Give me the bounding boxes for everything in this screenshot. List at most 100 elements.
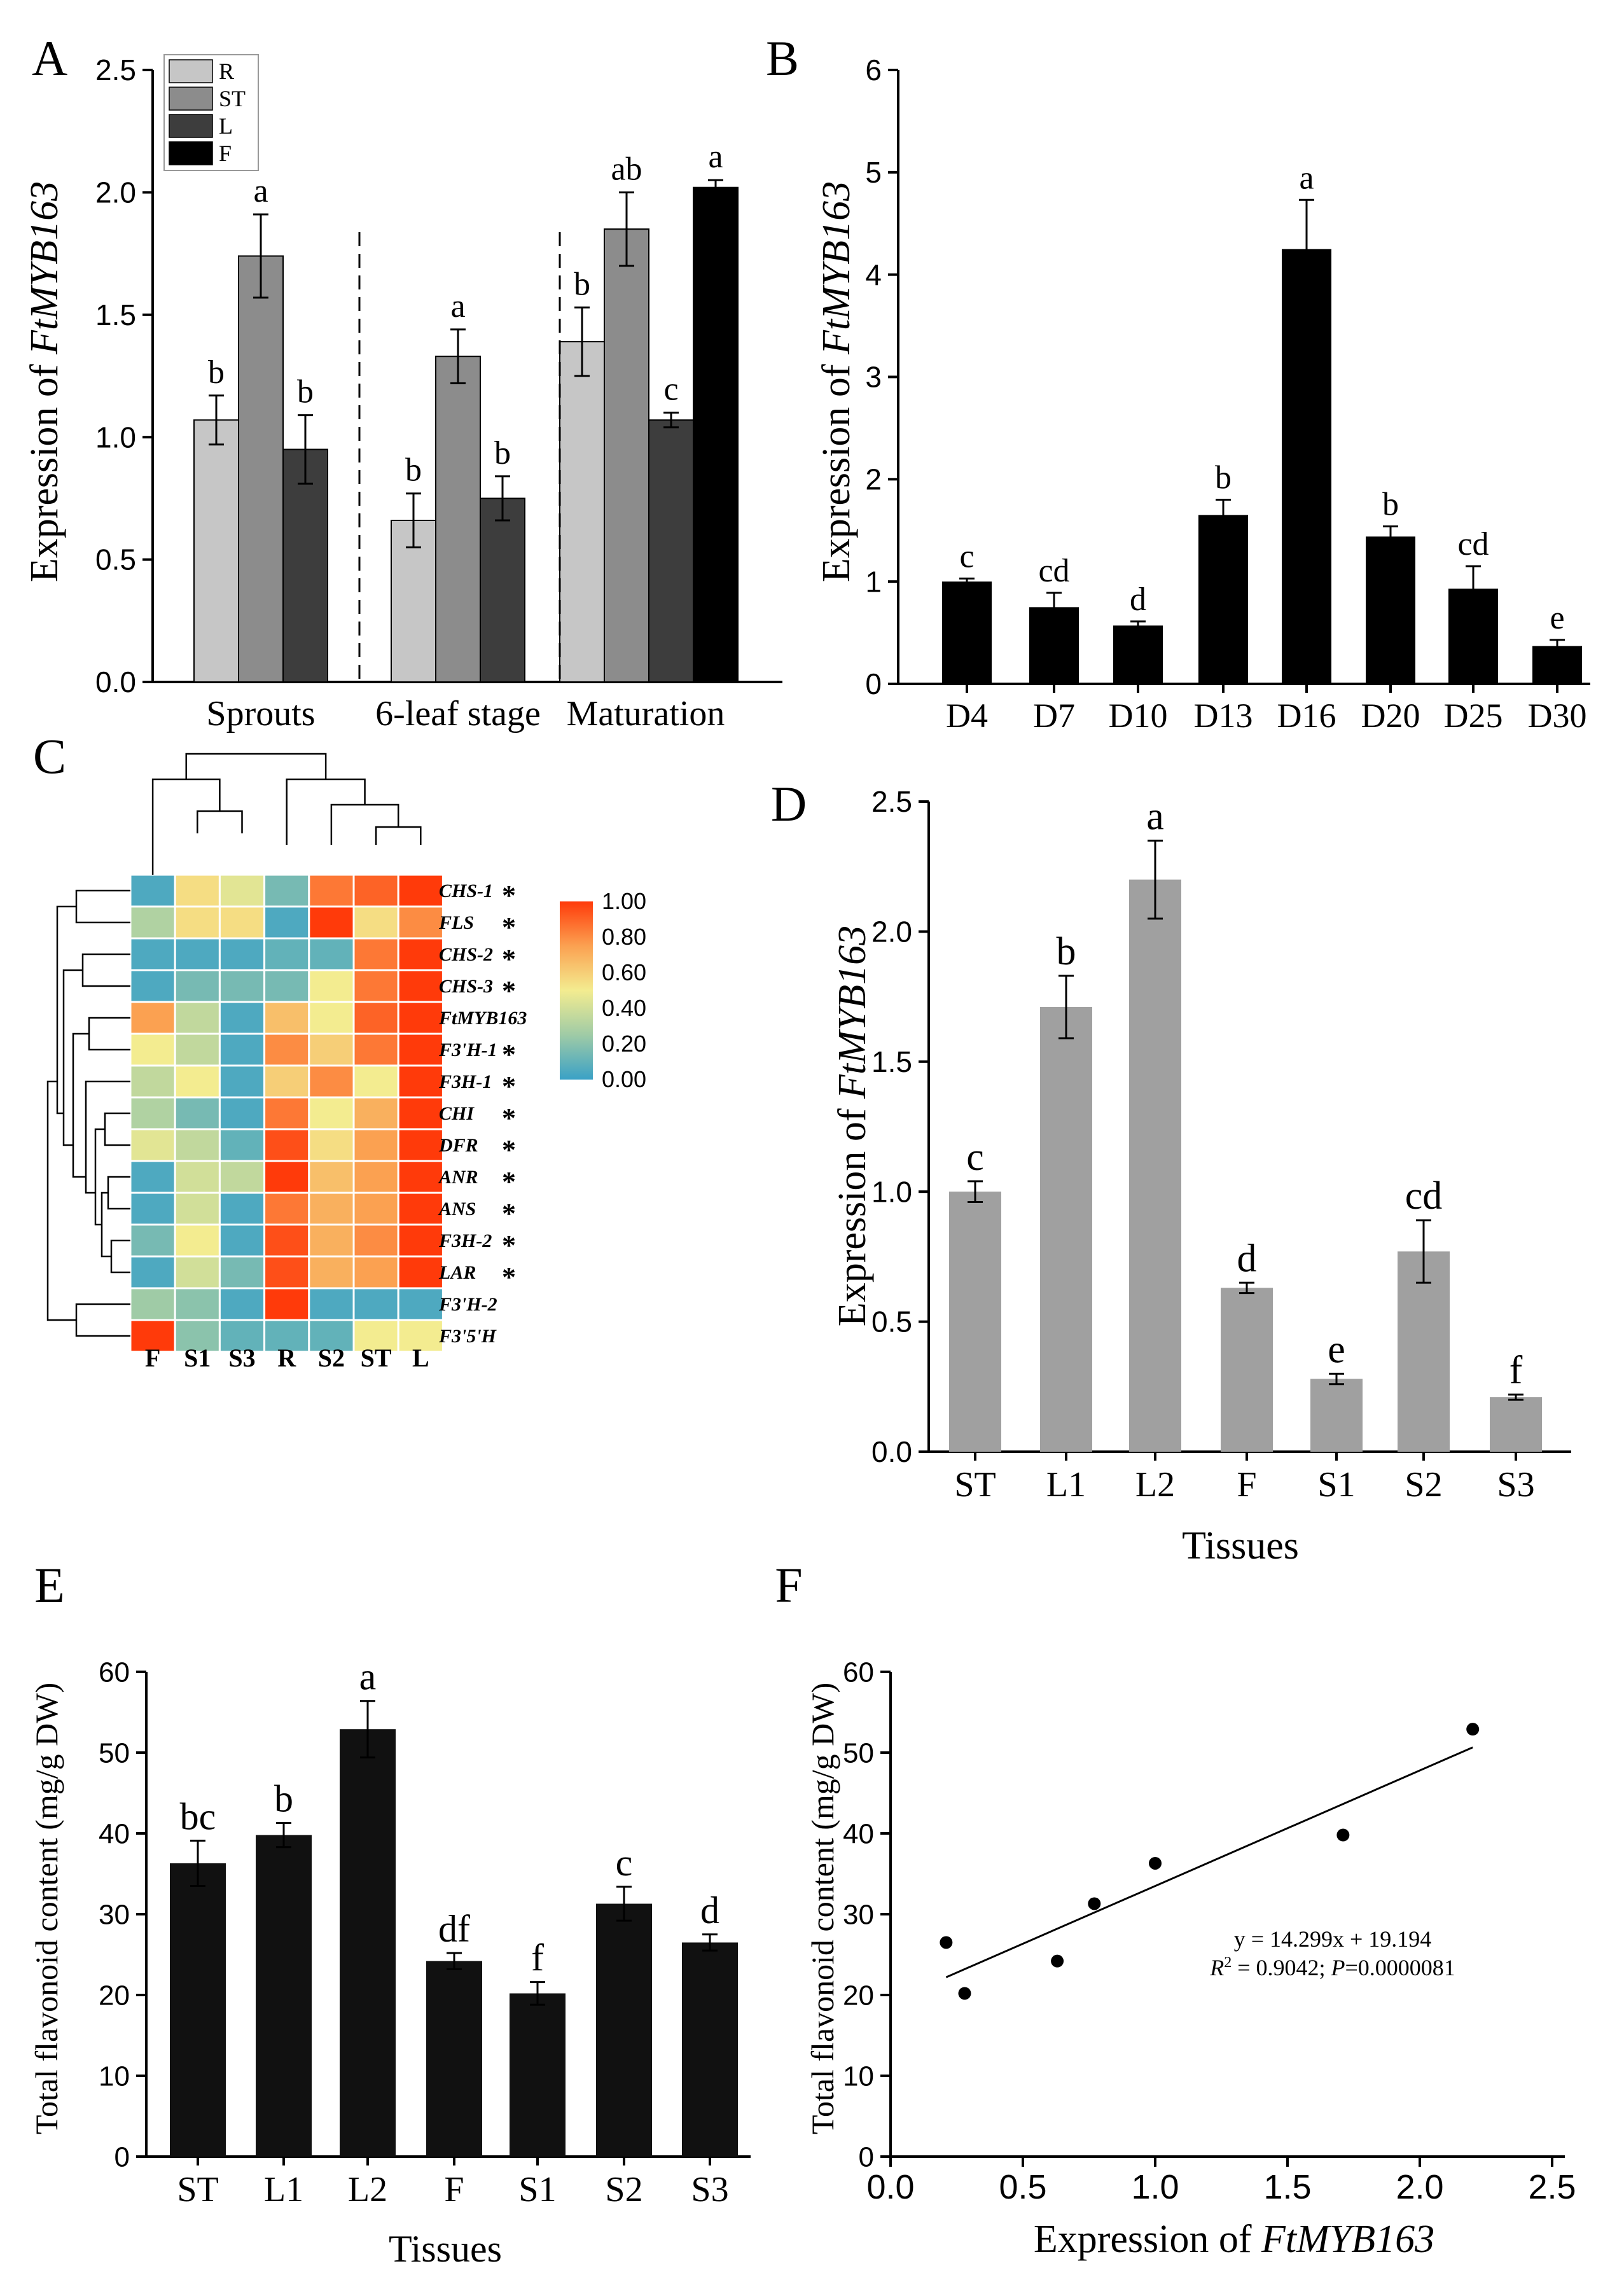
heatmap-cell xyxy=(129,1064,176,1099)
heatmap-cell xyxy=(308,1064,355,1099)
heatmap-cell xyxy=(174,1223,221,1258)
heatmap-cell xyxy=(397,1223,444,1258)
heatmap-cell xyxy=(308,1192,355,1226)
panel-f-fit-line xyxy=(945,1746,1473,1978)
panel-f-y-tick-label: 10 xyxy=(843,2061,874,2092)
panel-b-y-axis-title: Expression of FtMYB163 xyxy=(815,181,858,582)
heatmap-row-label: F3H-2 xyxy=(438,1230,492,1251)
panel-d-bar xyxy=(1129,879,1181,1452)
panel-b-y-tick-label: 6 xyxy=(865,53,882,87)
heatmap-column-dendrogram xyxy=(375,826,422,845)
heatmap-cell xyxy=(218,1128,266,1162)
panel-a-sig-letter: b xyxy=(405,452,422,489)
heatmap-row-dendrogram xyxy=(56,905,76,1115)
panel-a-sig-letter: b xyxy=(208,354,225,391)
heatmap-cell xyxy=(397,1032,444,1067)
heatmap-cell xyxy=(263,1032,310,1067)
panel-a-bar-R xyxy=(193,419,239,683)
panel-a-legend-swatch xyxy=(169,87,213,111)
panel-f-y-tick-label: 60 xyxy=(843,1657,874,1688)
heatmap-row-label: F3'H-2 xyxy=(438,1294,497,1315)
panel-a-bar-ST xyxy=(435,356,481,683)
colorbar-tick-label: 0.00 xyxy=(602,1066,646,1092)
panel-f-y-axis-title: Total flavonoid content (mg/g DW) xyxy=(805,1683,840,2134)
heatmap-cell xyxy=(308,1096,355,1130)
heatmap-cell xyxy=(263,873,310,908)
panel-a-sig-letter: b xyxy=(574,266,590,302)
heatmap-column-dendrogram xyxy=(151,778,221,875)
heatmap-cell xyxy=(352,1192,399,1226)
panel-e-sig-letter: a xyxy=(359,1656,377,1698)
panel-d-x-tick-label: ST xyxy=(954,1465,996,1505)
panel-label-C: C xyxy=(33,728,66,784)
colorbar-tick-label: 0.80 xyxy=(602,924,646,950)
heatmap-cell xyxy=(174,1287,221,1321)
panel-e-y-axis-title: Total flavonoid content (mg/g DW) xyxy=(29,1683,64,2134)
panel-a-x-group-label: Maturation xyxy=(567,694,725,733)
panel-b-bar xyxy=(1198,515,1248,684)
heatmap-cell xyxy=(174,1096,221,1130)
heatmap-cell xyxy=(129,1223,176,1258)
panel-e-y-tick-label: 40 xyxy=(99,1818,130,1849)
heatmap-cell xyxy=(263,937,310,971)
panel-d-x-axis-title: Tissues xyxy=(1182,1524,1299,1568)
panel-label-F: F xyxy=(775,1557,802,1613)
panel-d-y-tick-label: 1.0 xyxy=(871,1175,912,1208)
heatmap-cell xyxy=(263,1192,310,1226)
heatmap-row-label: ANS xyxy=(438,1199,476,1220)
heatmap-cell xyxy=(129,1287,176,1321)
heatmap-col-label: S1 xyxy=(184,1344,211,1372)
panel-d-sig-letter: d xyxy=(1237,1237,1257,1280)
colorbar-tick-label: 1.00 xyxy=(602,888,646,914)
heatmap-row-dendrogram xyxy=(75,889,130,924)
panel-d-y-tick-label: 2.0 xyxy=(871,915,912,949)
panel-e-bar xyxy=(256,1835,312,2157)
panel-f-r2-value: = 0.9042; xyxy=(1232,1955,1331,1980)
heatmap-row-label: DFR xyxy=(438,1135,478,1156)
panel-f-data-point xyxy=(940,1936,953,1949)
panel-b-sig-letter: b xyxy=(1382,486,1399,522)
panel-e-bar xyxy=(510,1993,566,2157)
panel-b-x-tick-label: D25 xyxy=(1444,697,1503,735)
heatmap-col-label: R xyxy=(277,1344,296,1372)
panel-b-sig-letter: a xyxy=(1299,160,1314,196)
panel-d-x-tick-label: S3 xyxy=(1497,1465,1534,1505)
panel-b-sig-letter: e xyxy=(1550,600,1564,636)
heatmap-row-dendrogram xyxy=(46,1080,76,1321)
panel-a-sig-letter: a xyxy=(253,173,268,209)
heatmap-row-dendrogram xyxy=(85,1080,130,1194)
panel-d-y-tick-label: 0.0 xyxy=(871,1435,912,1468)
panel-d-x-tick-label: F xyxy=(1237,1465,1256,1505)
heatmap-cell xyxy=(129,1032,176,1067)
heatmap-cell xyxy=(174,1001,221,1035)
heatmap-cell xyxy=(218,873,266,908)
panel-e-bar xyxy=(426,1961,482,2157)
panel-f-data-point xyxy=(1466,1723,1480,1736)
heatmap-cell xyxy=(263,1001,310,1035)
heatmap-column-dendrogram xyxy=(185,753,327,779)
panel-f-stats: R2 = 0.9042; P=0.0000081 xyxy=(1209,1954,1455,1980)
label-part: Expression of xyxy=(815,354,858,582)
heatmap-row-mark: * xyxy=(502,912,516,943)
heatmap-cell xyxy=(218,1160,266,1194)
heatmap-cell xyxy=(218,1287,266,1321)
panel-d-bar xyxy=(1490,1397,1542,1452)
heatmap-cell xyxy=(129,905,176,940)
panel-f-x-tick-label: 2.0 xyxy=(1396,2168,1443,2206)
heatmap-cell xyxy=(174,969,221,1003)
heatmap-cell xyxy=(397,1287,444,1321)
heatmap-cell xyxy=(308,1287,355,1321)
panel-b-y-tick-label: 2 xyxy=(865,462,882,496)
heatmap-cell xyxy=(174,1128,221,1162)
heatmap-cell xyxy=(352,1096,399,1130)
panel-b-x-tick-label: D10 xyxy=(1109,697,1168,735)
label-part: Expression of xyxy=(23,354,66,582)
heatmap-row-label: FtMYB163 xyxy=(438,1008,527,1029)
label-part: Expression of xyxy=(1034,2218,1261,2261)
panel-e-bar xyxy=(170,1863,226,2157)
heatmap-cell xyxy=(263,969,310,1003)
heatmap-column-dendrogram xyxy=(286,778,366,845)
heatmap-cell xyxy=(218,1064,266,1099)
panel-d-bar xyxy=(1398,1251,1450,1452)
panel-f-x-tick-label: 2.5 xyxy=(1528,2168,1576,2206)
